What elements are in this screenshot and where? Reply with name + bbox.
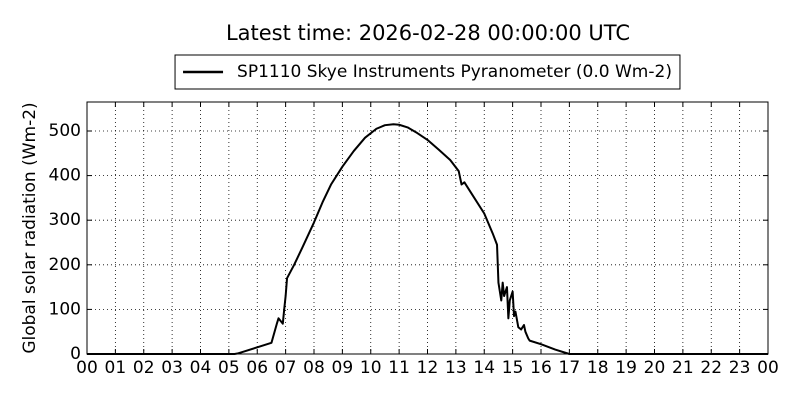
y-tick-label: 0 <box>70 344 81 364</box>
chart-title: Latest time: 2026-02-28 00:00:00 UTC <box>226 21 630 45</box>
x-tick-label: 05 <box>218 358 240 378</box>
legend-label: SP1110 Skye Instruments Pyranometer (0.0… <box>237 62 672 82</box>
y-tick-label: 300 <box>49 210 81 230</box>
legend-box <box>174 54 681 90</box>
x-tick-label: 00 <box>76 358 98 378</box>
x-tick-label: 02 <box>133 358 155 378</box>
plot-frame <box>86 101 769 355</box>
x-tick-label: 09 <box>332 358 354 378</box>
x-tick-label: 19 <box>615 358 637 378</box>
x-tick-label: 00 <box>757 358 779 378</box>
x-tick-label: 08 <box>303 358 325 378</box>
x-tick-label: 17 <box>559 358 581 378</box>
x-tick-label: 18 <box>587 358 609 378</box>
y-tick-label: 200 <box>49 255 81 275</box>
y-tick-label: 500 <box>49 121 81 141</box>
x-tick-label: 21 <box>672 358 694 378</box>
x-tick-label: 07 <box>275 358 297 378</box>
x-tick-label: 10 <box>360 358 382 378</box>
x-tick-label: 01 <box>105 358 127 378</box>
x-tick-label: 23 <box>729 358 751 378</box>
x-tick-label: 04 <box>190 358 212 378</box>
x-tick-label: 12 <box>417 358 439 378</box>
legend: SP1110 Skye Instruments Pyranometer (0.0… <box>174 54 681 90</box>
x-tick-label: 06 <box>246 358 268 378</box>
x-tick-label: 03 <box>161 358 183 378</box>
x-tick-label: 22 <box>700 358 722 378</box>
x-tick-label: 16 <box>530 358 552 378</box>
y-tick-label: 400 <box>49 166 81 186</box>
y-axis-label: Global solar radiation (Wm-2) <box>20 102 40 353</box>
x-tick-label: 20 <box>644 358 666 378</box>
x-tick-label: 13 <box>445 358 467 378</box>
data-line <box>87 123 768 355</box>
x-tick-label: 14 <box>473 358 495 378</box>
y-tick-label: 100 <box>49 299 81 319</box>
x-tick-label: 15 <box>502 358 524 378</box>
x-tick-label: 11 <box>388 358 410 378</box>
